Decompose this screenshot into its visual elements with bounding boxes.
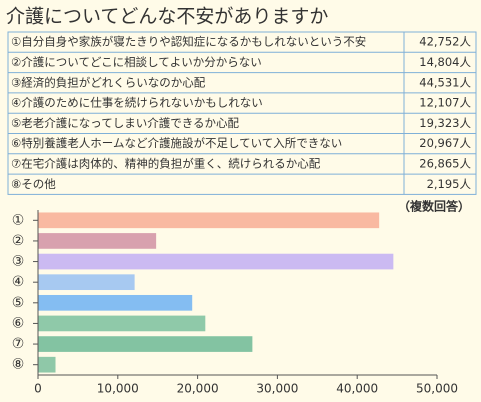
bar (38, 274, 135, 291)
table-cell: 12,107人 (419, 96, 471, 110)
table-cell: 44,531人 (419, 75, 471, 89)
bar (38, 356, 56, 373)
bar (38, 233, 157, 249)
y-tick-label: ⑧ (12, 357, 25, 373)
bar (38, 294, 193, 311)
y-tick-label: ① (12, 212, 25, 228)
x-tick-label: 0 (34, 382, 42, 396)
table-cell: 42,752人 (419, 35, 471, 49)
note: （複数回答） (398, 199, 470, 214)
x-tick-label: 20,000 (177, 382, 219, 396)
table-cell: ④介護のために仕事を続けられないかもしれない (11, 96, 263, 110)
y-tick-label: ④ (12, 274, 25, 290)
bar (38, 253, 394, 270)
y-tick-label: ③ (12, 254, 25, 270)
table-cell: 2,195人 (427, 177, 472, 191)
table-cell: 14,804人 (419, 55, 471, 69)
x-tick-label: 30,000 (256, 382, 298, 396)
title: 介護についてどんな不安がありますか (6, 6, 328, 28)
y-tick-label: ⑤ (12, 295, 25, 311)
y-tick-label: ⑦ (12, 336, 25, 352)
table-cell: ⑥特別養護老人ホームなど介護施設が不足していて入所できない (11, 136, 342, 150)
table-cell: ③経済的負担がどれくらいなのか心配 (11, 75, 206, 89)
table-cell: ②介護についてどこに相談してよいか分からない (11, 55, 262, 69)
table-cell: 20,967人 (419, 136, 471, 150)
table-cell: 26,865人 (419, 156, 471, 170)
table-cell: 19,323人 (419, 116, 471, 130)
y-tick-label: ⑥ (12, 315, 25, 331)
x-tick-label: 40,000 (336, 382, 378, 396)
table-cell: ①自分自身や家族が寝たきりや認知症になるかもしれないという不安 (11, 35, 366, 49)
table-cell: ⑧その他 (11, 177, 56, 191)
table-cell: ⑦在宅介護は肉体的、精神的負担が重く、続けられるか心配 (11, 156, 321, 170)
x-tick-label: 10,000 (97, 382, 139, 396)
x-tick-label: 50,000 (416, 382, 458, 396)
table-cell: ⑤老老介護になってしまい介護できるか心配 (11, 116, 240, 130)
bar (38, 336, 253, 352)
y-tick-label: ② (12, 233, 25, 249)
bar (38, 212, 380, 229)
bar (38, 315, 206, 332)
